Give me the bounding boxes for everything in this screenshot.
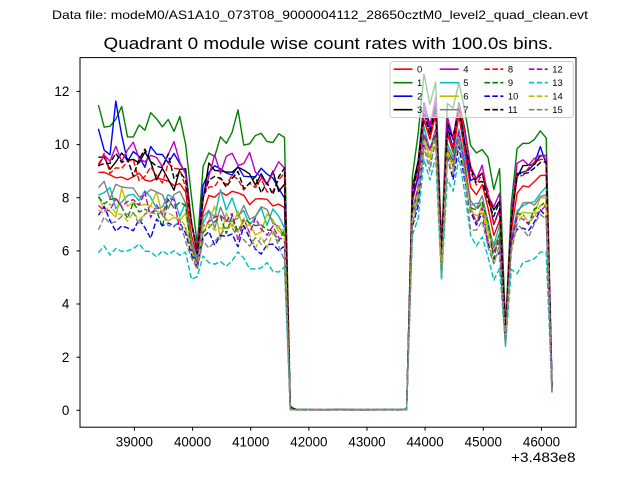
svg-text:13: 13 [552,77,562,88]
svg-text:4: 4 [463,63,468,74]
svg-text:45000: 45000 [465,434,502,449]
svg-text:4: 4 [62,297,70,312]
svg-text:41000: 41000 [232,434,269,449]
svg-text:6: 6 [463,90,468,101]
svg-text:2: 2 [417,90,422,101]
svg-text:Quadrant 0 module wise count r: Quadrant 0 module wise count rates with … [104,34,554,53]
svg-text:39000: 39000 [116,434,153,449]
svg-text:8: 8 [508,63,513,74]
svg-text:46000: 46000 [523,434,560,449]
svg-text:7: 7 [463,104,468,115]
svg-text:14: 14 [552,90,562,101]
svg-text:9: 9 [508,77,513,88]
svg-text:0: 0 [62,403,69,418]
svg-text:3: 3 [417,104,422,115]
svg-text:11: 11 [508,104,518,115]
svg-text:10: 10 [54,137,69,152]
svg-text:15: 15 [552,104,562,115]
svg-text:2: 2 [62,350,69,365]
svg-text:6: 6 [62,244,69,259]
svg-text:0: 0 [417,63,422,74]
svg-text:Data file: modeM0/AS1A10_073T0: Data file: modeM0/AS1A10_073T08_90000041… [52,8,589,22]
svg-text:8: 8 [62,190,69,205]
svg-text:5: 5 [463,77,468,88]
svg-text:40000: 40000 [174,434,211,449]
svg-text:44000: 44000 [406,434,443,449]
svg-text:1: 1 [417,77,422,88]
svg-text:10: 10 [508,90,518,101]
svg-text:12: 12 [552,63,562,74]
svg-text:42000: 42000 [290,434,327,449]
svg-text:+3.483e8: +3.483e8 [511,450,576,465]
svg-text:43000: 43000 [348,434,385,449]
svg-text:12: 12 [54,84,69,99]
